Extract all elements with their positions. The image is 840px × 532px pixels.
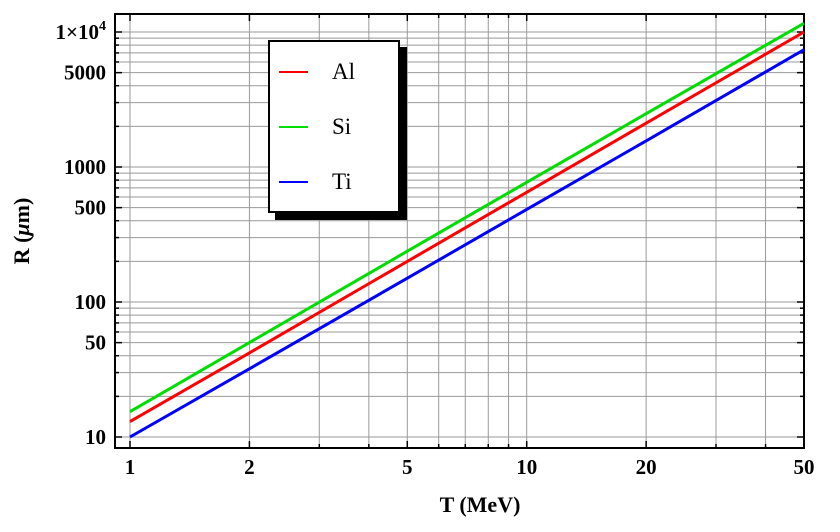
y-tick-label: 100 bbox=[75, 290, 107, 314]
legend-item-si: Si bbox=[270, 114, 398, 139]
x-tick-label: 5 bbox=[402, 455, 413, 479]
legend-label: Ti bbox=[332, 169, 352, 194]
y-tick-label: 50 bbox=[85, 331, 106, 355]
x-axis-label: T (MeV) bbox=[439, 492, 521, 517]
x-tick-label: 2 bbox=[244, 455, 255, 479]
y-tick-label: 5000 bbox=[64, 61, 106, 85]
y-axis-label-prefix: R ( bbox=[9, 235, 34, 265]
legend: Al Si Ti bbox=[268, 40, 400, 213]
plot-frame bbox=[114, 13, 805, 449]
legend-item-ti: Ti bbox=[270, 169, 398, 194]
series-line-al bbox=[129, 30, 805, 423]
legend-label: Al bbox=[332, 59, 355, 84]
y-tick-label: 1×104 bbox=[56, 19, 106, 44]
x-tick-label: 20 bbox=[636, 455, 657, 479]
x-tick-label: 1 bbox=[125, 455, 136, 479]
legend-item-al: Al bbox=[270, 59, 398, 84]
y-tick-label: 1000 bbox=[64, 155, 106, 179]
y-axis-label: R (μm) bbox=[8, 156, 36, 306]
mu-symbol: μ bbox=[9, 223, 34, 236]
y-tick-label: 500 bbox=[75, 196, 107, 220]
x-tick-label: 10 bbox=[516, 455, 537, 479]
legend-label: Si bbox=[332, 114, 352, 139]
y-tick-label: 10 bbox=[85, 425, 106, 449]
legend-swatch bbox=[279, 181, 308, 183]
x-tick-label: 50 bbox=[794, 455, 815, 479]
series-line-si bbox=[129, 21, 805, 413]
y-axis-label-suffix: m) bbox=[9, 197, 34, 224]
legend-swatch bbox=[279, 126, 308, 128]
legend-swatch bbox=[279, 71, 308, 73]
series-line-ti bbox=[129, 48, 805, 439]
